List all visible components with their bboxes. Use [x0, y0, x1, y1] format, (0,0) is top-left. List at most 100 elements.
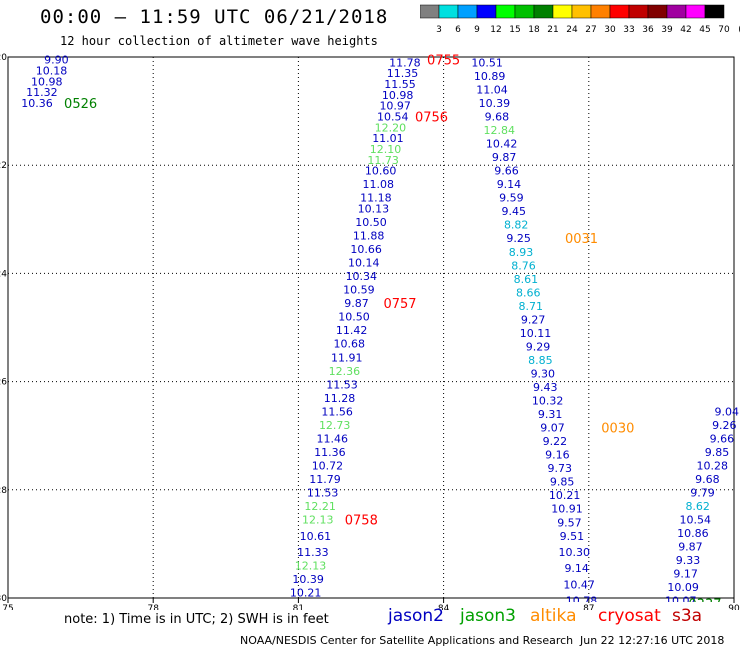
- wave-height-point: 9.59: [499, 192, 524, 205]
- wave-height-point: 8.76: [511, 259, 536, 272]
- wave-height-point: 10.60: [365, 165, 397, 178]
- x-tick-label: 84: [438, 604, 450, 610]
- wave-height-point: 10.59: [343, 284, 375, 297]
- wave-height-point: 10.11: [520, 327, 552, 340]
- wave-height-point: 8.62: [685, 500, 710, 513]
- pass-time-label: 0755: [427, 54, 460, 69]
- wave-height-point: 9.57: [557, 516, 582, 529]
- scale-label: 6: [455, 25, 461, 35]
- wave-height-point: 11.55: [384, 78, 416, 91]
- scale-label: 21: [547, 25, 558, 35]
- wave-height-point: 12.10: [370, 143, 402, 156]
- wave-height-point: 10.78: [566, 595, 598, 608]
- plot-area: 757881848790-20-22-24-26-28-309.9010.181…: [0, 53, 740, 610]
- y-tick-label: -30: [0, 594, 7, 604]
- wave-height-point: 10.14: [348, 257, 380, 270]
- wave-height-point: 11.91: [331, 351, 363, 364]
- wave-height-point: 12.36: [329, 365, 361, 378]
- y-tick-label: -24: [0, 269, 7, 279]
- wave-height-point: 10.42: [486, 138, 518, 151]
- wave-height-point: 11.28: [324, 392, 356, 405]
- wave-height-point: 11.53: [326, 378, 358, 391]
- wave-height-point: 9.66: [494, 165, 519, 178]
- wave-height-point: 9.79: [690, 487, 715, 500]
- wave-height-point: 10.97: [379, 100, 411, 113]
- scale-label: 15: [509, 25, 520, 35]
- scale-label: 24: [566, 25, 578, 35]
- wave-height-point: 8.82: [504, 219, 529, 232]
- scale-label: 9: [474, 25, 480, 35]
- wave-height-point: 10.47: [563, 578, 595, 591]
- wave-height-point: 9.30: [531, 367, 556, 380]
- y-tick-label: -28: [0, 486, 7, 496]
- scale-label: (ft): [738, 25, 740, 35]
- x-tick-label: 87: [583, 604, 594, 610]
- wave-height-point: 10.50: [338, 311, 370, 324]
- footer-timestamp: Jun 22 12:27:16 UTC 2018: [580, 634, 725, 647]
- pass-time-label: 0758: [345, 514, 378, 529]
- wave-height-point: 11.56: [321, 405, 353, 418]
- y-tick-label: -22: [0, 161, 7, 171]
- pass-time-label: 0030: [601, 422, 634, 437]
- wave-height-point: 11.36: [314, 446, 346, 459]
- wave-height-point: 8.61: [514, 273, 539, 286]
- wave-height-point: 8.66: [516, 286, 541, 299]
- wave-height-point: 12.21: [304, 500, 336, 513]
- wave-height-point: 9.22: [543, 435, 568, 448]
- x-tick-label: 90: [728, 604, 740, 610]
- wave-height-point: 9.87: [492, 151, 517, 164]
- wave-height-point: 9.31: [538, 408, 563, 421]
- wave-height-point: 10.36: [21, 97, 53, 110]
- wave-height-point: 12.13: [302, 514, 334, 527]
- legend-cryosat: cryosat: [598, 606, 661, 626]
- legend-altika: altika: [530, 606, 577, 626]
- wave-height-point: 10.28: [696, 459, 728, 472]
- scale-label: 45: [699, 25, 710, 35]
- wave-height-point: 10.07: [665, 595, 697, 608]
- wave-height-point: 9.33: [676, 554, 701, 567]
- wave-height-point: 10.86: [677, 527, 709, 540]
- y-tick-label: -26: [0, 378, 7, 388]
- scale-label: 3: [436, 25, 442, 35]
- wave-height-point: 9.51: [560, 530, 585, 543]
- wave-height-point: 10.30: [559, 546, 591, 559]
- wave-height-point: 9.29: [526, 340, 551, 353]
- wave-height-point: 11.35: [387, 67, 419, 80]
- scale-label: 18: [528, 25, 540, 35]
- wave-height-point: 8.85: [528, 354, 553, 367]
- wave-height-point: 10.50: [355, 216, 387, 229]
- scale-label: 30: [604, 25, 616, 35]
- scale-label: 33: [623, 25, 634, 35]
- scale-swatch: [704, 4, 725, 19]
- wave-height-point: 10.39: [292, 573, 324, 586]
- wave-height-point: 10.09: [667, 581, 699, 594]
- wave-height-point: 10.51: [471, 56, 503, 69]
- wave-height-point: 9.17: [673, 568, 698, 581]
- wave-height-point: 10.54: [680, 514, 712, 527]
- wave-height-point: 8.93: [509, 246, 534, 259]
- wave-height-point: 10.21: [549, 489, 581, 502]
- wave-height-point: 10.32: [532, 395, 564, 408]
- wave-height-point: 10.91: [551, 503, 583, 516]
- wave-height-point: 11.53: [307, 487, 339, 500]
- legend-jason2: jason2: [388, 606, 444, 626]
- wave-height-point: 10.54: [377, 111, 409, 124]
- wave-height-point: 9.25: [506, 232, 531, 245]
- wave-height-point: 9.87: [344, 297, 369, 310]
- wave-height-point: 11.04: [476, 83, 508, 96]
- wave-height-point: 11.01: [372, 132, 404, 145]
- wave-height-point: 10.34: [346, 270, 378, 283]
- x-tick-label: 78: [147, 604, 159, 610]
- wave-height-point: 10.21: [290, 587, 322, 600]
- x-tick-label: 81: [293, 604, 304, 610]
- y-tick-label: -20: [0, 53, 7, 63]
- wave-height-point: 11.42: [336, 324, 368, 337]
- plot-frame: [7, 56, 735, 599]
- scale-label: 39: [661, 25, 673, 35]
- wave-height-point: 10.50: [287, 600, 319, 610]
- scale-label: 42: [680, 25, 691, 35]
- pass-time-label: 0757: [383, 297, 416, 312]
- wave-height-point: 11.79: [309, 473, 341, 486]
- chart-title: 00:00 – 11:59 UTC 06/21/2018: [40, 6, 389, 28]
